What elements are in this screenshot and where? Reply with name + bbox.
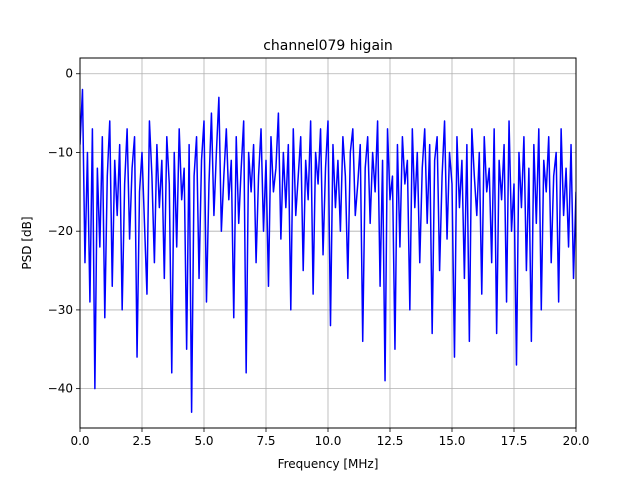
x-tick-label: 5.0	[194, 434, 213, 448]
x-tick-label: 7.5	[256, 434, 275, 448]
x-axis-ticks: 0.0 2.5 5.0 7.5 10.0 12.5 15.0 17.5 20.0	[70, 428, 589, 448]
series-layer	[80, 88, 576, 414]
y-tick-label: −30	[48, 303, 73, 317]
psd-series-line	[80, 88, 576, 414]
x-tick-label: 0.0	[70, 434, 89, 448]
x-axis-label: Frequency [MHz]	[278, 457, 379, 471]
y-tick-label: 0	[65, 67, 73, 81]
x-tick-label: 17.5	[501, 434, 528, 448]
y-tick-label: −10	[48, 145, 73, 159]
x-tick-label: 12.5	[377, 434, 404, 448]
x-tick-label: 15.0	[439, 434, 466, 448]
y-axis-label: PSD [dB]	[20, 216, 34, 269]
y-axis-ticks: 0 −10 −20 −30 −40	[48, 67, 80, 396]
y-tick-label: −40	[48, 382, 73, 396]
y-tick-label: −20	[48, 224, 73, 238]
x-tick-label: 20.0	[563, 434, 590, 448]
chart-title: channel079 higain	[263, 38, 393, 54]
x-tick-label: 10.0	[315, 434, 342, 448]
x-tick-label: 2.5	[132, 434, 151, 448]
